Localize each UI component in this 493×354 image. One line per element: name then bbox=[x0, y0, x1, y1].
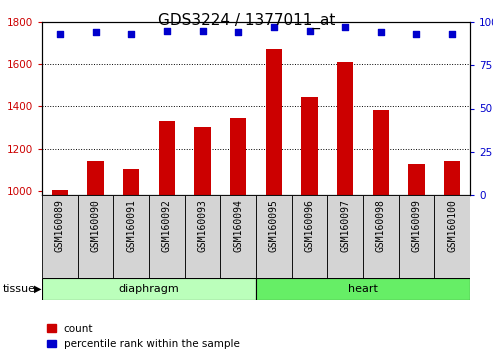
Bar bbox=[399, 195, 434, 278]
Text: GSM160093: GSM160093 bbox=[198, 199, 208, 252]
Text: tissue: tissue bbox=[2, 284, 35, 294]
Bar bbox=[373, 109, 389, 354]
Point bbox=[199, 28, 207, 34]
Bar bbox=[159, 121, 175, 354]
Text: GSM160089: GSM160089 bbox=[55, 199, 65, 252]
Text: GSM160098: GSM160098 bbox=[376, 199, 386, 252]
Bar bbox=[185, 195, 220, 278]
Text: heart: heart bbox=[348, 284, 378, 294]
Point bbox=[270, 24, 278, 30]
Bar bbox=[327, 195, 363, 278]
Point bbox=[413, 31, 421, 37]
Text: GSM160091: GSM160091 bbox=[126, 199, 136, 252]
Bar bbox=[113, 195, 149, 278]
Legend: count, percentile rank within the sample: count, percentile rank within the sample bbox=[47, 324, 240, 349]
Text: diaphragm: diaphragm bbox=[119, 284, 179, 294]
Bar bbox=[230, 118, 246, 354]
Bar bbox=[337, 62, 353, 354]
Bar bbox=[194, 127, 211, 354]
Bar bbox=[149, 195, 185, 278]
Bar bbox=[363, 195, 399, 278]
Bar bbox=[87, 161, 104, 354]
Bar bbox=[434, 195, 470, 278]
Text: GSM160097: GSM160097 bbox=[340, 199, 350, 252]
Point bbox=[163, 28, 171, 34]
Text: GSM160092: GSM160092 bbox=[162, 199, 172, 252]
Point bbox=[448, 31, 456, 37]
Bar bbox=[444, 161, 460, 354]
Bar bbox=[256, 278, 470, 300]
Point bbox=[377, 29, 385, 35]
Text: GSM160100: GSM160100 bbox=[447, 199, 457, 252]
Bar bbox=[302, 97, 317, 354]
Point bbox=[92, 29, 100, 35]
Bar bbox=[220, 195, 256, 278]
Point bbox=[341, 24, 349, 30]
Bar bbox=[52, 190, 68, 354]
Text: GSM160096: GSM160096 bbox=[305, 199, 315, 252]
Point bbox=[56, 31, 64, 37]
Bar bbox=[292, 195, 327, 278]
Point bbox=[306, 28, 314, 34]
Bar bbox=[42, 195, 78, 278]
Point bbox=[234, 29, 242, 35]
Bar bbox=[42, 278, 256, 300]
Bar bbox=[123, 169, 139, 354]
Bar bbox=[266, 50, 282, 354]
Point bbox=[127, 31, 135, 37]
Bar bbox=[78, 195, 113, 278]
Text: GSM160095: GSM160095 bbox=[269, 199, 279, 252]
Bar bbox=[256, 195, 292, 278]
Text: GDS3224 / 1377011_at: GDS3224 / 1377011_at bbox=[158, 12, 335, 29]
Text: GSM160090: GSM160090 bbox=[91, 199, 101, 252]
Text: ▶: ▶ bbox=[34, 284, 41, 294]
Text: GSM160094: GSM160094 bbox=[233, 199, 243, 252]
Text: GSM160099: GSM160099 bbox=[412, 199, 422, 252]
Bar bbox=[409, 164, 424, 354]
